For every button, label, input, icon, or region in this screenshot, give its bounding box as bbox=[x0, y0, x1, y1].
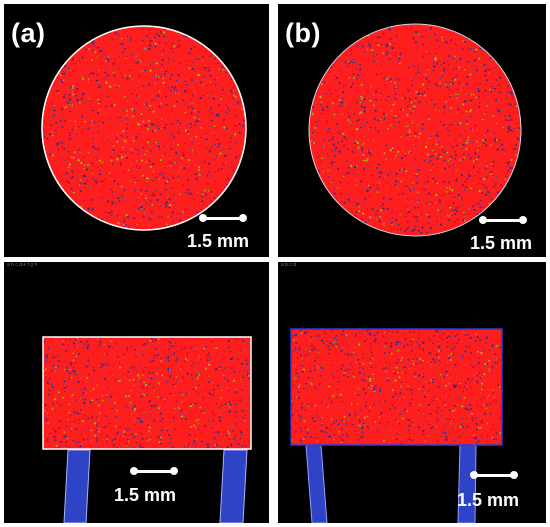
panel-c-canvas bbox=[42, 336, 252, 523]
sample-block-c bbox=[43, 337, 251, 449]
sample-block-d bbox=[291, 329, 502, 445]
panel-b: (b) 1.5 mm bbox=[278, 4, 546, 257]
support-right-d bbox=[457, 444, 477, 523]
sample-outline-c bbox=[42, 336, 252, 450]
panel-d-caption: a b c d bbox=[281, 262, 297, 268]
panel-a: (a) 1.5 mm bbox=[4, 4, 269, 257]
scale-bar-d bbox=[470, 471, 518, 479]
panel-b-canvas bbox=[308, 23, 522, 237]
porosity-dots-d bbox=[291, 329, 502, 445]
scale-bar-c bbox=[130, 467, 178, 475]
panel-label-a: (a) bbox=[11, 18, 46, 48]
panel-d-canvas bbox=[290, 328, 503, 523]
scale-bar-b bbox=[479, 216, 527, 224]
panel-label-b: (b) bbox=[285, 18, 321, 48]
sample-outline-a bbox=[41, 25, 247, 231]
scale-label-d: 1.5 mm bbox=[457, 490, 520, 510]
panel-c: a b c d e f g h 1.5 mm bbox=[4, 262, 269, 523]
support-left-d bbox=[305, 444, 328, 523]
porosity-dots-a bbox=[42, 26, 246, 230]
scale-label-a: 1.5 mm bbox=[187, 231, 250, 251]
porosity-dots-b bbox=[309, 24, 521, 236]
panel-d: a b c d 1.5 mm bbox=[278, 262, 546, 523]
panel-a-canvas bbox=[41, 25, 247, 231]
panel-c-caption: a b c d e f g h bbox=[7, 262, 38, 268]
sample-outline-b bbox=[308, 23, 522, 237]
scale-bar-a bbox=[199, 214, 247, 222]
support-right-c bbox=[219, 449, 248, 523]
scale-label-c: 1.5 mm bbox=[114, 485, 177, 505]
support-left-c bbox=[63, 449, 91, 523]
scale-label-b: 1.5 mm bbox=[470, 233, 533, 253]
sample-disk-a bbox=[42, 26, 246, 230]
sample-outline-d bbox=[290, 328, 503, 446]
